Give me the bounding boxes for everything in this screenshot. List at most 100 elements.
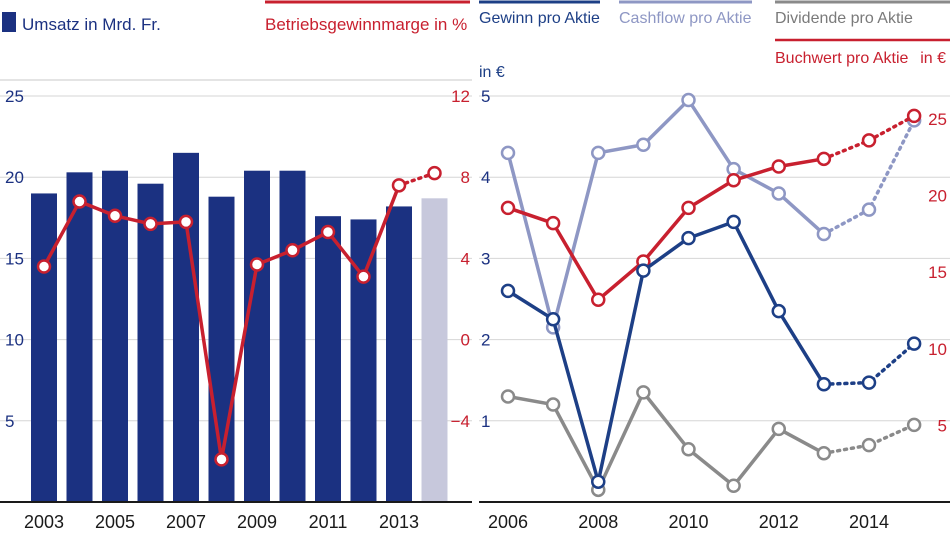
bar-umsatz — [315, 216, 341, 502]
point-buchwert — [771, 159, 786, 174]
point-gewinn — [771, 303, 786, 319]
bar-umsatz — [66, 172, 93, 502]
point-marge — [214, 452, 229, 467]
legend-swatch-umsatz — [2, 12, 16, 32]
y-tick-right: 5 — [938, 416, 947, 435]
y-tick-right: 25 — [928, 110, 947, 129]
legend-label-marge: Betriebsgewinnmarge in % — [265, 15, 467, 34]
point-gewinn — [816, 377, 832, 392]
y-tick-left: 2 — [481, 331, 490, 350]
x-tick-label: 2014 — [849, 512, 889, 532]
y-tick-left: 3 — [481, 249, 490, 268]
point-buchwert — [906, 108, 922, 124]
legend-label-buchwert-unit: in € — [920, 50, 946, 67]
point-dividende — [636, 385, 651, 400]
y-tick-right: 10 — [928, 340, 947, 359]
legend-label-umsatz: Umsatz in Mrd. Fr. — [22, 15, 161, 34]
y-tick-left: 1 — [481, 412, 490, 431]
point-cashflow — [591, 145, 606, 161]
point-gewinn — [726, 214, 741, 230]
point-dividende — [500, 389, 516, 404]
point-cashflow — [636, 137, 651, 152]
x-tick-label: 2003 — [24, 512, 64, 532]
left-chart: 5 10 15 20 25 −4 0 4 8 12 2003 2005 2007 2009 2011 2013 — [0, 87, 472, 532]
x-tick-label: 2005 — [95, 512, 135, 532]
point-gewinn — [500, 283, 516, 299]
y-tick-right: −4 — [451, 412, 470, 431]
bar-umsatz — [173, 152, 199, 502]
x-tick-label: 2010 — [668, 512, 708, 532]
point-marge — [72, 194, 87, 209]
point-gewinn — [681, 230, 696, 246]
point-marge — [107, 208, 123, 224]
legend-label-dividende: Dividende pro Aktie — [775, 10, 913, 27]
y-tick-left: 20 — [5, 168, 24, 187]
point-buchwert — [726, 173, 741, 188]
point-cashflow — [500, 145, 516, 161]
point-marge — [285, 243, 300, 258]
point-marge — [356, 269, 371, 284]
x-tick-label: 2012 — [759, 512, 799, 532]
bar-umsatz — [137, 183, 164, 503]
point-buchwert — [861, 133, 877, 148]
bar-umsatz — [386, 206, 412, 502]
y-tick-right: 4 — [461, 249, 470, 268]
point-cashflow — [771, 186, 786, 201]
point-marge — [391, 178, 407, 193]
y-tick-left: 10 — [5, 331, 24, 350]
x-tick-label: 2013 — [379, 512, 419, 532]
line-cashflow — [506, 98, 826, 330]
point-dividende — [545, 397, 561, 412]
point-marge — [249, 257, 265, 272]
y-tick-left: 5 — [5, 412, 14, 431]
point-gewinn — [545, 312, 561, 327]
bar-umsatz — [279, 170, 306, 503]
x-tick-label: 2008 — [578, 512, 618, 532]
y-tick-left: 25 — [5, 87, 24, 106]
bar-umsatz — [244, 170, 270, 503]
x-tick-label: 2007 — [166, 512, 206, 532]
point-dividende — [906, 417, 922, 433]
point-cashflow — [861, 202, 877, 217]
y-tick-left: 4 — [481, 168, 490, 187]
y-tick-right: 12 — [451, 87, 470, 106]
point-dividende — [726, 478, 741, 494]
right-chart: 1 2 3 4 5 5 10 15 20 25 2006 2008 2010 2012 2014 — [479, 87, 950, 532]
point-gewinn — [636, 263, 651, 278]
x-tick-label: 2011 — [309, 512, 348, 532]
y-tick-right: 8 — [461, 168, 470, 187]
point-marge — [320, 224, 336, 240]
point-gewinn — [861, 375, 877, 390]
point-dividende — [681, 441, 696, 457]
x-tick-label: 2009 — [237, 512, 277, 532]
y-tick-left: 5 — [481, 87, 490, 106]
y-tick-left: 15 — [5, 249, 24, 268]
bar-umsatz-forecast — [421, 198, 448, 502]
line-buchwert — [507, 157, 825, 302]
legend-label-cashflow: Cashflow pro Aktie — [619, 10, 752, 27]
point-gewinn — [906, 336, 922, 351]
point-dividende — [861, 437, 877, 453]
legend-label-buchwert: Buchwert pro Aktie — [775, 50, 909, 67]
bar-umsatz — [31, 193, 57, 502]
point-buchwert — [500, 200, 516, 216]
y-tick-right: 20 — [928, 187, 947, 206]
point-marge — [143, 216, 158, 232]
left-unit-label: in € — [479, 64, 505, 81]
x-tick-label: 2006 — [488, 512, 528, 532]
line-gewinn — [507, 220, 826, 484]
point-gewinn — [591, 474, 606, 489]
point-cashflow — [816, 226, 832, 242]
point-buchwert — [681, 200, 696, 216]
point-buchwert — [816, 151, 832, 167]
bar-umsatz — [350, 219, 377, 502]
bar-umsatz — [102, 170, 128, 503]
point-buchwert — [545, 215, 561, 231]
point-marge — [36, 259, 52, 274]
point-buchwert — [591, 292, 606, 308]
line-dividende-forecast — [822, 423, 916, 456]
point-dividende — [816, 446, 832, 461]
point-dividende — [771, 421, 786, 437]
legend-label-gewinn: Gewinn pro Aktie — [479, 10, 600, 27]
